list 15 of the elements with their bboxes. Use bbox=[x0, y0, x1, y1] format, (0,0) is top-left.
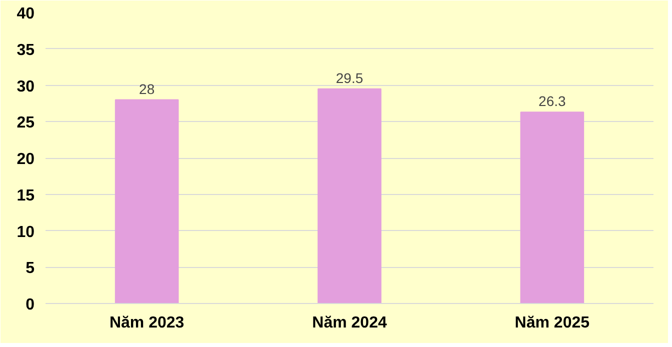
y-tick-label: 15 bbox=[16, 187, 35, 204]
y-tick-label: 10 bbox=[16, 224, 35, 241]
data-label: 29.5 bbox=[336, 70, 364, 86]
y-tick-label: 40 bbox=[16, 6, 35, 22]
data-label: 28 bbox=[139, 80, 155, 97]
y-tick-label: 30 bbox=[16, 78, 35, 96]
x-tick-label: Năm 2024 bbox=[312, 314, 387, 332]
y-tick-label: 20 bbox=[16, 151, 35, 168]
y-tick-label: 0 bbox=[26, 296, 35, 314]
y-tick-label: 35 bbox=[16, 42, 35, 59]
x-tick-label: Năm 2025 bbox=[514, 314, 590, 332]
x-tick-label: Năm 2023 bbox=[109, 314, 184, 332]
data-label: 26.3 bbox=[538, 93, 566, 110]
y-tick-label: 25 bbox=[16, 114, 35, 132]
y-tick-label: 5 bbox=[26, 260, 35, 278]
